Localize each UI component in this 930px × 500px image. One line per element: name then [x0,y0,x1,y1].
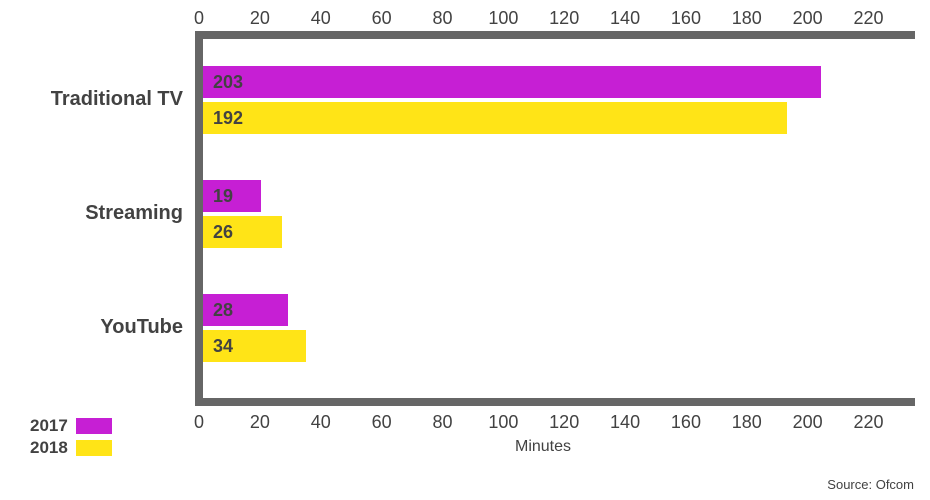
x-tick-label-bottom: 0 [179,412,219,433]
x-tick-label-top: 80 [422,8,462,29]
top-axis [195,31,915,39]
legend: 20172018 [30,416,112,460]
x-tick-label-bottom: 120 [544,412,584,433]
x-tick-label-bottom: 60 [362,412,402,433]
x-tick-label-top: 60 [362,8,402,29]
bar-value-label: 192 [213,108,243,129]
legend-swatch [76,440,112,456]
chart-container: 203 192 19 26 28 34 20172018 Source: Ofcom Tr… [0,0,930,500]
x-tick-label-top: 100 [483,8,523,29]
bar-value-label: 19 [213,186,233,207]
x-tick-label-top: 40 [301,8,341,29]
bar-value-label: 28 [213,300,233,321]
x-axis [195,398,915,406]
legend-item: 2017 [30,416,112,436]
y-axis [195,31,203,406]
x-tick-label-bottom: 220 [849,412,889,433]
legend-label: 2018 [30,438,68,458]
category-label: YouTube [3,316,183,339]
x-tick-label-bottom: 180 [727,412,767,433]
legend-swatch [76,418,112,434]
bar-value-label: 203 [213,72,243,93]
x-tick-label-bottom: 200 [788,412,828,433]
x-tick-label-bottom: 160 [666,412,706,433]
legend-item: 2018 [30,438,112,458]
x-tick-label-top: 140 [605,8,645,29]
x-tick-label-bottom: 20 [240,412,280,433]
x-tick-label-top: 0 [179,8,219,29]
x-tick-label-top: 120 [544,8,584,29]
x-tick-label-bottom: 100 [483,412,523,433]
bar [203,66,821,98]
x-axis-title: Minutes [515,438,571,456]
plot-area: 203 192 19 26 28 34 [195,36,895,406]
bar-value-label: 34 [213,336,233,357]
x-tick-label-bottom: 80 [422,412,462,433]
category-label: Traditional TV [3,88,183,111]
bar [203,102,787,134]
legend-label: 2017 [30,416,68,436]
bar-value-label: 26 [213,222,233,243]
x-tick-label-top: 180 [727,8,767,29]
x-tick-label-top: 200 [788,8,828,29]
x-tick-label-top: 220 [849,8,889,29]
x-tick-label-top: 20 [240,8,280,29]
x-tick-label-bottom: 140 [605,412,645,433]
category-label: Streaming [3,202,183,225]
source-attribution: Source: Ofcom [827,477,914,492]
x-tick-label-top: 160 [666,8,706,29]
x-tick-label-bottom: 40 [301,412,341,433]
